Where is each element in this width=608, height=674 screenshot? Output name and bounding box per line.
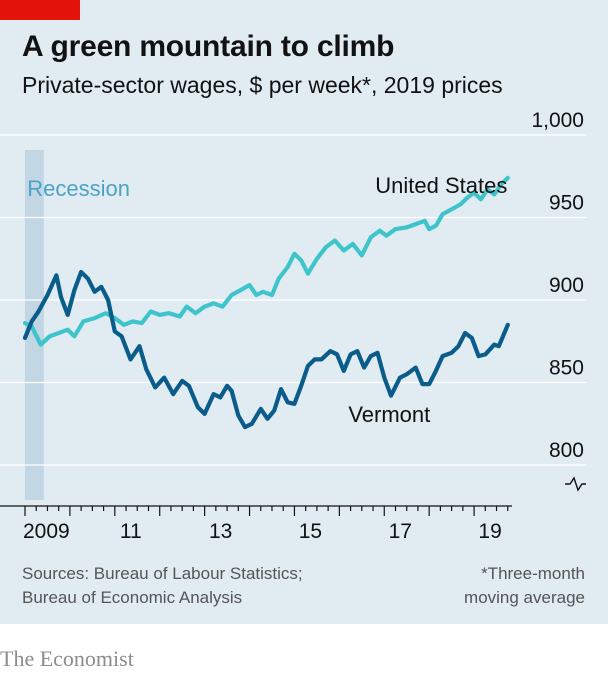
footnote-line-1: *Three-month xyxy=(481,564,585,583)
chart-subtitle: Private-sector wages, $ per week*, 2019 … xyxy=(22,72,503,98)
y-tick-label: 900 xyxy=(549,274,584,297)
y-tick-label: 950 xyxy=(549,192,584,215)
vermont-label: Vermont xyxy=(348,402,430,427)
axis-break-icon xyxy=(565,476,586,492)
x-tick-label: 15 xyxy=(299,520,322,543)
line-chart: 800 850 900 950 1,000 2009 11 13 15 17 19 United … xyxy=(0,109,586,543)
x-tick-label: 17 xyxy=(389,520,412,543)
recession-label: Recession xyxy=(27,176,130,201)
sources-line-2: Bureau of Economic Analysis xyxy=(22,588,243,607)
y-tick-label: 850 xyxy=(549,357,584,380)
united-states-label: United States xyxy=(375,173,507,198)
x-tick-label: 11 xyxy=(120,520,142,543)
united-states-series-line xyxy=(22,175,510,347)
economist-brand-logo: The Economist xyxy=(0,646,134,671)
chart-title: A green mountain to climb xyxy=(22,30,395,63)
recession-band xyxy=(25,150,44,500)
x-tick-label: 2009 xyxy=(23,520,70,543)
y-tick-label: 1,000 xyxy=(531,109,584,132)
x-tick-label: 13 xyxy=(209,520,232,543)
x-tick-label: 19 xyxy=(478,520,501,543)
brand-red-tag xyxy=(0,0,80,20)
sources-line-1: Sources: Bureau of Labour Statistics; xyxy=(22,564,303,583)
footnote-line-2: moving average xyxy=(464,588,585,607)
vermont-series-line xyxy=(22,269,510,430)
sources-note: Sources: Bureau of Labour Statistics; Bu… xyxy=(22,562,303,610)
y-tick-label: 800 xyxy=(549,439,584,462)
chart-panel xyxy=(0,0,608,624)
footnote: *Three-month moving average xyxy=(464,562,585,610)
